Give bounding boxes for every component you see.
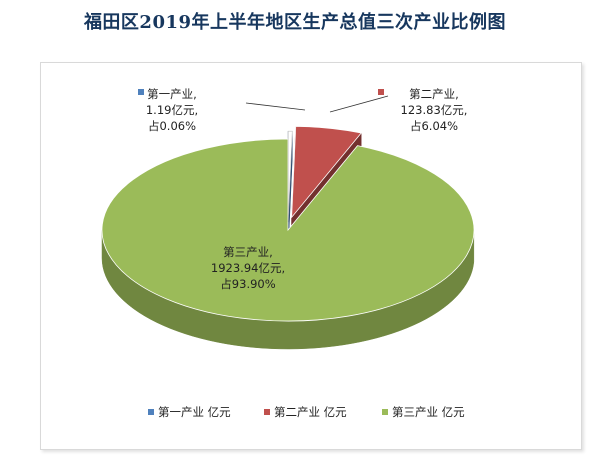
pie-slice-3 [101, 138, 475, 322]
data-label-1: 第一产业, 1.19亿元, 占0.06% [138, 87, 306, 133]
label-line-2-1: 第二产业, [409, 87, 459, 101]
legend-swatch-1 [148, 409, 154, 415]
label-line-1-1: 第一产业, [147, 87, 197, 101]
legend-swatch-3 [382, 409, 388, 415]
label-line-3-3: 占93.90% [220, 277, 275, 291]
label-line-1-2: 1.19亿元, [146, 103, 198, 117]
label-marker-2 [378, 89, 384, 95]
label-marker-3 [206, 247, 212, 253]
legend-label-2: 第二产业 亿元 [274, 405, 347, 419]
label-line-1-3: 占0.06% [148, 119, 196, 133]
legend-swatch-2 [264, 409, 270, 415]
pie-slice-2 [291, 125, 362, 219]
label-line-2-3: 占6.04% [410, 119, 458, 133]
label-line-3-1: 第三产业, [223, 245, 273, 259]
pie-tops [101, 125, 475, 322]
data-label-3: 第三产业, 1923.94亿元, 占93.90% [206, 245, 285, 291]
label-marker-1 [138, 89, 144, 95]
leader-line-2 [329, 95, 389, 113]
legend-label-1: 第一产业 亿元 [158, 405, 231, 419]
label-line-3-2: 1923.94亿元, [211, 261, 285, 275]
legend-label-3: 第三产业 亿元 [392, 405, 465, 419]
leader-line-1 [245, 102, 306, 111]
data-label-2: 第二产业, 123.83亿元, 占6.04% [329, 87, 468, 133]
legend: 第一产业 亿元 第二产业 亿元 第三产业 亿元 [148, 405, 465, 419]
pie-slice-1 [287, 130, 293, 223]
label-line-2-2: 123.83亿元, [401, 103, 468, 117]
chart-title: 福田区2019年上半年地区生产总值三次产业比例图 [83, 12, 507, 33]
